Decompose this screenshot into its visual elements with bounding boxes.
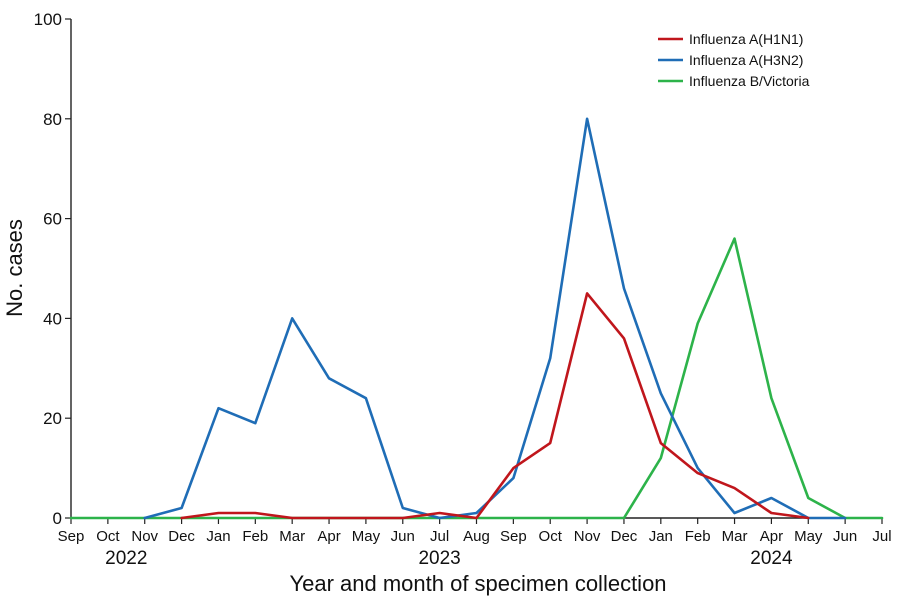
- x-tick-label: Jun: [391, 528, 415, 545]
- x-tick-label: Apr: [760, 528, 783, 545]
- x-tick-label: May: [794, 528, 823, 545]
- x-tick-label: Jan: [206, 528, 230, 545]
- x-tick-label: Nov: [574, 528, 601, 545]
- x-tick-label: May: [352, 528, 381, 545]
- y-tick-label: 80: [43, 110, 62, 129]
- legend-label: Influenza A(H3N2): [689, 52, 803, 68]
- x-tick-label: Mar: [279, 528, 305, 545]
- x-tick-label: Feb: [242, 528, 268, 545]
- x-tick-label: Dec: [168, 528, 195, 545]
- y-axis: 0 20 40 60 80 100: [34, 10, 72, 528]
- y-tick-label: 100: [34, 10, 62, 29]
- x-tick-label: Sep: [58, 528, 85, 545]
- year-label: 2024: [750, 548, 793, 569]
- x-tick-label: Jul: [872, 528, 891, 545]
- x-tick-label: Jun: [833, 528, 857, 545]
- x-tick-label: Dec: [611, 528, 638, 545]
- year-label: 2022: [105, 548, 147, 569]
- y-tick-label: 0: [53, 509, 62, 528]
- legend: Influenza A(H1N1) Influenza A(H3N2) Influe…: [658, 31, 810, 89]
- x-axis: Sep Oct Nov Dec Jan Feb Mar Apr May Jun Jul Aug Sep O…: [58, 517, 892, 569]
- legend-label: Influenza A(H1N1): [689, 31, 803, 47]
- legend-label: Influenza B/Victoria: [689, 73, 810, 89]
- y-tick-label: 60: [43, 210, 62, 229]
- y-tick-label: 40: [43, 309, 62, 328]
- x-tick-label: Mar: [722, 528, 748, 545]
- x-tick-label: Aug: [463, 528, 490, 545]
- x-tick-label: Oct: [96, 528, 120, 545]
- series-layer: [69, 117, 884, 520]
- x-tick-label: Feb: [685, 528, 711, 545]
- x-tick-label: Sep: [500, 528, 527, 545]
- year-label: 2023: [418, 548, 460, 569]
- x-tick-label: Jul: [430, 528, 449, 545]
- x-tick-label: Apr: [317, 528, 340, 545]
- x-tick-label: Oct: [539, 528, 563, 545]
- y-tick-label: 20: [43, 409, 62, 428]
- x-tick-label: Nov: [131, 528, 158, 545]
- series-line-influenza-a-h3n2: [143, 117, 847, 520]
- x-tick-label: Jan: [649, 528, 673, 545]
- y-axis-title: No. cases: [2, 219, 27, 317]
- series-line-influenza-a-h1n1: [180, 292, 810, 520]
- x-axis-title: Year and month of specimen collection: [289, 571, 666, 596]
